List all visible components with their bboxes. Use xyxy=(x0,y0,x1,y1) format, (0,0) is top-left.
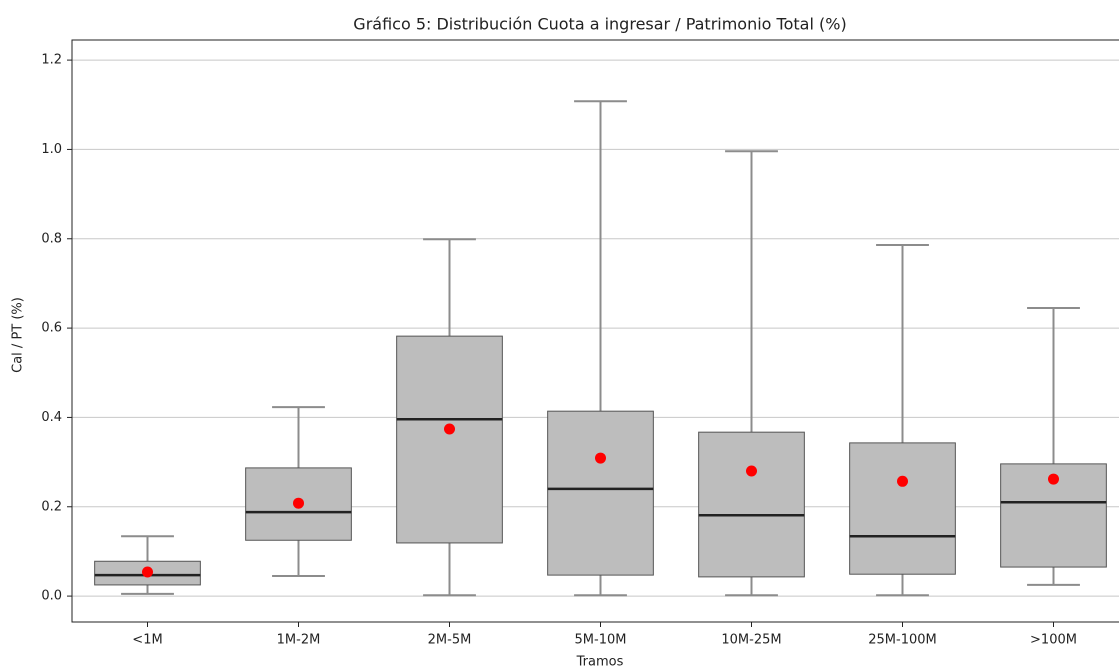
mean-marker xyxy=(444,423,455,435)
box xyxy=(849,442,956,575)
y-tick-label: 0.4 xyxy=(41,410,62,425)
box xyxy=(396,335,503,544)
x-tick-label: 2M-5M xyxy=(428,633,472,648)
mean-marker xyxy=(897,475,908,487)
x-axis-label: Tramos xyxy=(576,655,624,670)
x-tick-label: >100M xyxy=(1030,633,1077,648)
y-tick-label: 0.2 xyxy=(41,499,62,514)
y-tick-label: 0.0 xyxy=(41,589,62,604)
x-tick-label: 5M-10M xyxy=(575,633,627,648)
box xyxy=(698,431,805,578)
plot-frame xyxy=(71,39,1119,623)
x-tick-label: <1M xyxy=(132,633,162,648)
y-axis-label: Cal / PT (%) xyxy=(11,297,26,373)
y-tick-label: 0.6 xyxy=(41,321,62,336)
y-tick-label: 1.0 xyxy=(41,142,62,157)
mean-marker xyxy=(595,452,606,464)
y-tick-label: 1.2 xyxy=(41,53,62,68)
mean-marker xyxy=(746,465,757,477)
y-tick-label: 0.8 xyxy=(41,231,62,246)
x-tick-label: 25M-100M xyxy=(868,633,936,648)
mean-marker xyxy=(293,497,304,509)
mean-marker xyxy=(1048,473,1059,485)
box xyxy=(547,410,654,576)
x-tick-label: 1M-2M xyxy=(277,633,321,648)
x-tick-label: 10M-25M xyxy=(721,633,781,648)
mean-marker xyxy=(142,566,153,578)
chart-title: Gráfico 5: Distribución Cuota a ingresar… xyxy=(353,15,846,34)
